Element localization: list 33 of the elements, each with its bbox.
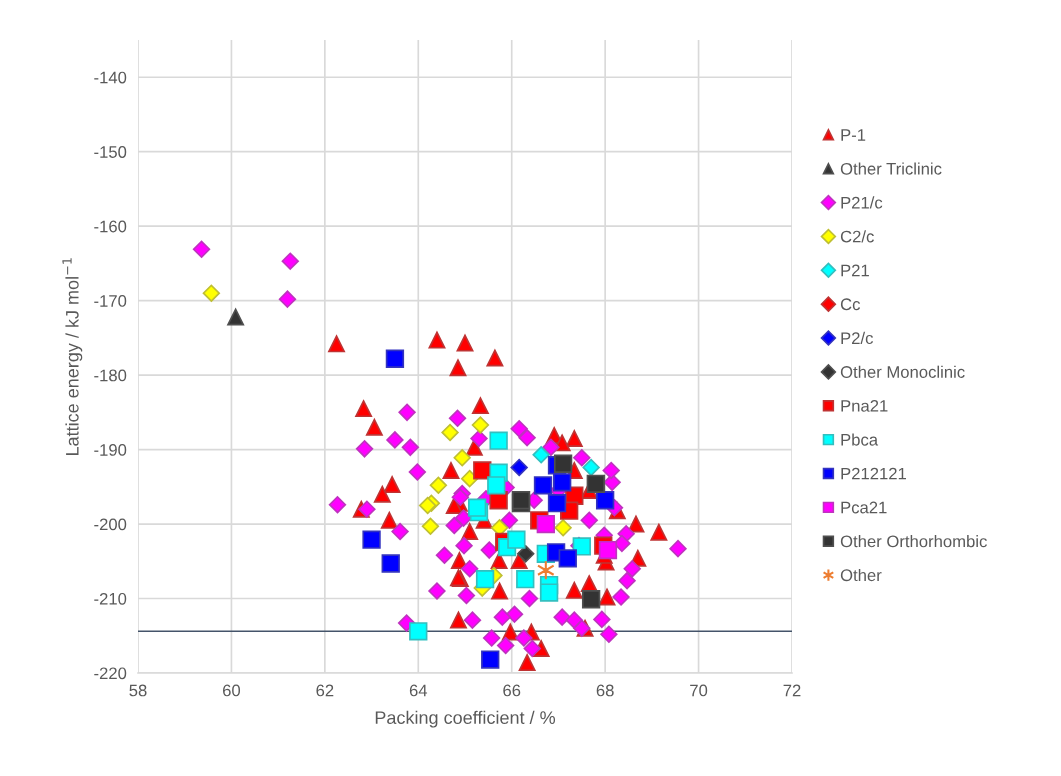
legend-label: Other Triclinic: [840, 162, 942, 175]
y-tick-label: -160: [94, 220, 127, 233]
legend-label: P-1: [841, 129, 866, 141]
legend-label: P212121: [841, 467, 906, 480]
legend-label: Pca21: [841, 501, 887, 514]
legend-label: Cc: [840, 298, 861, 311]
legend-label: Other: [840, 568, 882, 582]
legend-label: P21: [841, 264, 869, 277]
y-tick-label: -210: [94, 592, 127, 605]
y-tick-label: -190: [94, 443, 127, 456]
x-tick-label: 70: [690, 684, 708, 697]
x-tick-label: 68: [596, 684, 614, 697]
y-tick-label: -200: [94, 518, 127, 531]
y-axis-title: Lattice energy / kJ mol$^{−1}$: [62, 258, 83, 456]
x-tick-label: 72: [783, 684, 801, 697]
x-tick-label: 62: [316, 684, 334, 697]
x-tick-label: 64: [409, 684, 428, 697]
y-tick-label: -180: [94, 369, 127, 382]
x-tick-label: 60: [223, 684, 241, 697]
x-tick-label: 66: [503, 684, 521, 697]
y-tick-label: -170: [94, 295, 127, 307]
x-axis-title: Packing coefficient / %: [375, 710, 556, 728]
legend-label: P21/c: [841, 196, 883, 209]
legend-label: Pna21: [841, 399, 888, 412]
legend-label: Other Monoclinic: [840, 365, 965, 378]
y-tick-label: -220: [94, 667, 127, 680]
legend-label: Other Orthorhombic: [840, 535, 987, 548]
legend-label: C2/c: [840, 230, 874, 243]
y-tick-label: -150: [94, 146, 127, 158]
x-tick-label: 58: [129, 684, 147, 697]
legend-label: Pbca: [841, 433, 879, 446]
y-tick-label: -140: [94, 71, 127, 84]
legend-label: P2/c: [841, 331, 873, 345]
